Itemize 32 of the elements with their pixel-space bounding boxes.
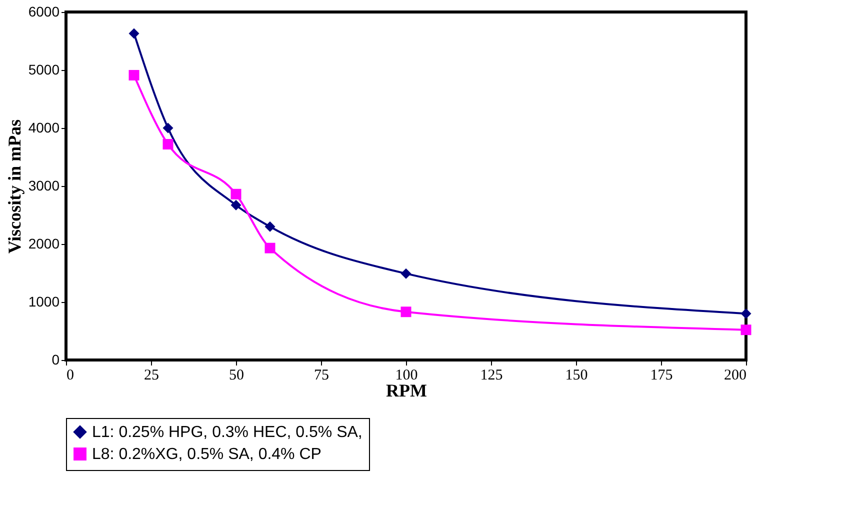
x-tick-label: 75 [314, 368, 329, 384]
y-tick-label: 3000 [28, 178, 60, 194]
x-tick-label: 150 [565, 368, 588, 384]
point [128, 70, 140, 80]
point [400, 306, 412, 318]
y-tick-label: 1000 [28, 294, 60, 310]
point [400, 268, 412, 279]
point [230, 200, 242, 210]
point [128, 28, 140, 39]
x-tick-label: 100 [395, 368, 418, 384]
x-tick-label: 25 [144, 368, 159, 384]
point [162, 138, 174, 150]
x-tick-label: 200 [724, 368, 746, 384]
x-tick-label: 0 [66, 368, 74, 384]
point [264, 242, 276, 254]
point [740, 324, 752, 336]
x-tick-label: 125 [480, 368, 503, 384]
point [740, 308, 752, 319]
y-tick-label: 2000 [28, 236, 60, 252]
y-axis-title: Viscosity in mPas [4, 119, 24, 254]
y-tick-label: 6000 [28, 4, 60, 20]
point [264, 221, 276, 232]
x-tick-label: 50 [229, 368, 244, 384]
x-tick-label: 175 [650, 368, 673, 384]
x-axis-title: RPM [386, 380, 427, 400]
point [162, 122, 174, 134]
legend-label: L1: 0.25% HPG, 0.3% HEC, 0.5% SA, [92, 424, 362, 441]
legend-label: L8: 0.2%XG, 0.5% SA, 0.4% CP [92, 446, 322, 463]
y-tick-label: 5000 [28, 62, 60, 78]
point [230, 188, 242, 200]
y-tick-label: 0 [52, 352, 60, 368]
y-tick-label: 4000 [28, 120, 60, 136]
